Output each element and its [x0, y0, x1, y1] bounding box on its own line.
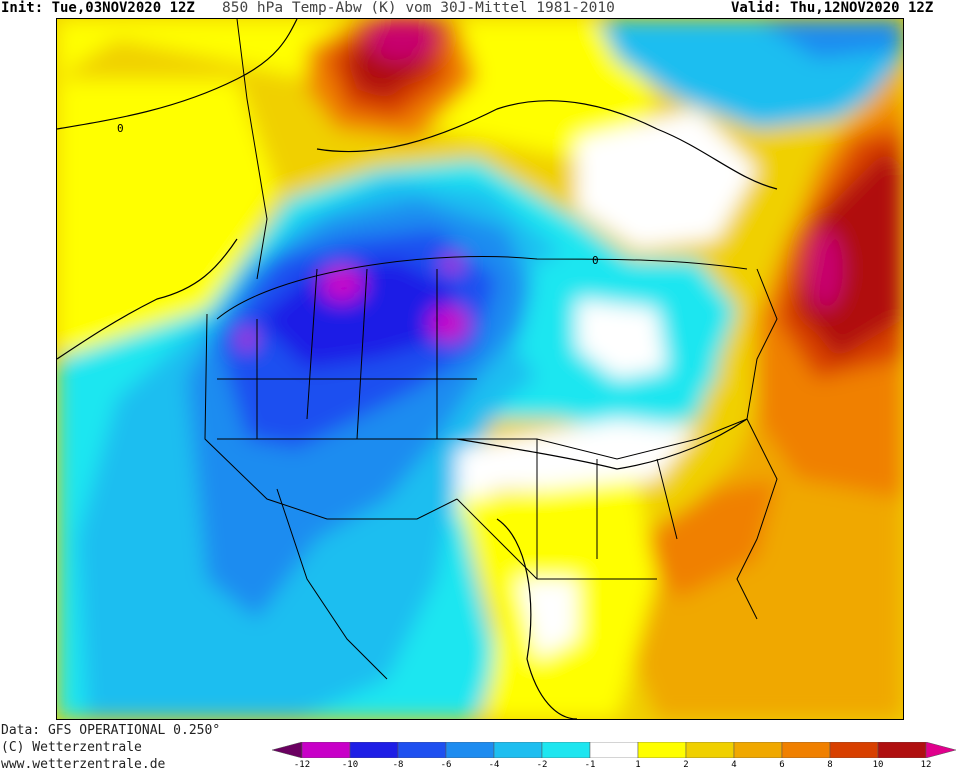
- legend-swatch: [589, 742, 639, 758]
- legend-tick-label: -6: [440, 760, 452, 770]
- legend-swatch: [349, 742, 399, 758]
- contour-label-0-b: 0: [592, 254, 599, 267]
- legend-tick-label: -10: [341, 760, 359, 770]
- contour-label-0: 0: [117, 122, 124, 135]
- legend-swatch: [272, 742, 303, 758]
- legend-tick-label: 12: [920, 760, 932, 770]
- legend-swatch: [637, 742, 687, 758]
- legend-swatch: [925, 742, 956, 758]
- color-legend: [272, 742, 956, 758]
- anomaly-map: 0 0: [56, 18, 904, 720]
- legend-swatch: [733, 742, 783, 758]
- map-title: 850 hPa Temp-Abw (K) vom 30J-Mittel 1981…: [222, 0, 615, 16]
- init-time: Init: Tue,03NOV2020 12Z: [1, 0, 195, 16]
- map-canvas: 0 0: [57, 19, 903, 719]
- website: www.wetterzentrale.de: [1, 757, 166, 772]
- legend-ticks: -12 -10 -8 -6 -4 -2 -1 1 2 4 6 8 10 12: [272, 760, 956, 774]
- legend-swatch: [541, 742, 591, 758]
- legend-swatch: [301, 742, 351, 758]
- legend-swatch: [493, 742, 543, 758]
- legend-tick-label: 6: [779, 760, 785, 770]
- legend-tick-label: -2: [536, 760, 548, 770]
- data-source: Data: GFS OPERATIONAL 0.250°: [1, 723, 221, 738]
- legend-tick-label: 2: [683, 760, 689, 770]
- legend-swatch: [445, 742, 495, 758]
- legend-swatch: [397, 742, 447, 758]
- legend-swatch: [829, 742, 879, 758]
- header-bar: Init: Tue,03NOV2020 12Z 850 hPa Temp-Abw…: [0, 0, 962, 18]
- legend-tick-label: 1: [635, 760, 641, 770]
- legend-swatch: [877, 742, 927, 758]
- legend-tick-label: 10: [872, 760, 884, 770]
- legend-tick-label: -1: [584, 760, 596, 770]
- footer: Data: GFS OPERATIONAL 0.250° (C) Wetterz…: [1, 722, 220, 773]
- copyright: (C) Wetterzentrale: [1, 740, 142, 755]
- legend-tick-label: -4: [488, 760, 500, 770]
- legend-swatch: [685, 742, 735, 758]
- valid-time: Valid: Thu,12NOV2020 12Z: [731, 0, 934, 16]
- legend-tick-label: -8: [392, 760, 404, 770]
- legend-tick-label: -12: [293, 760, 311, 770]
- legend-tick-label: 8: [827, 760, 833, 770]
- legend-swatch: [781, 742, 831, 758]
- legend-tick-label: 4: [731, 760, 737, 770]
